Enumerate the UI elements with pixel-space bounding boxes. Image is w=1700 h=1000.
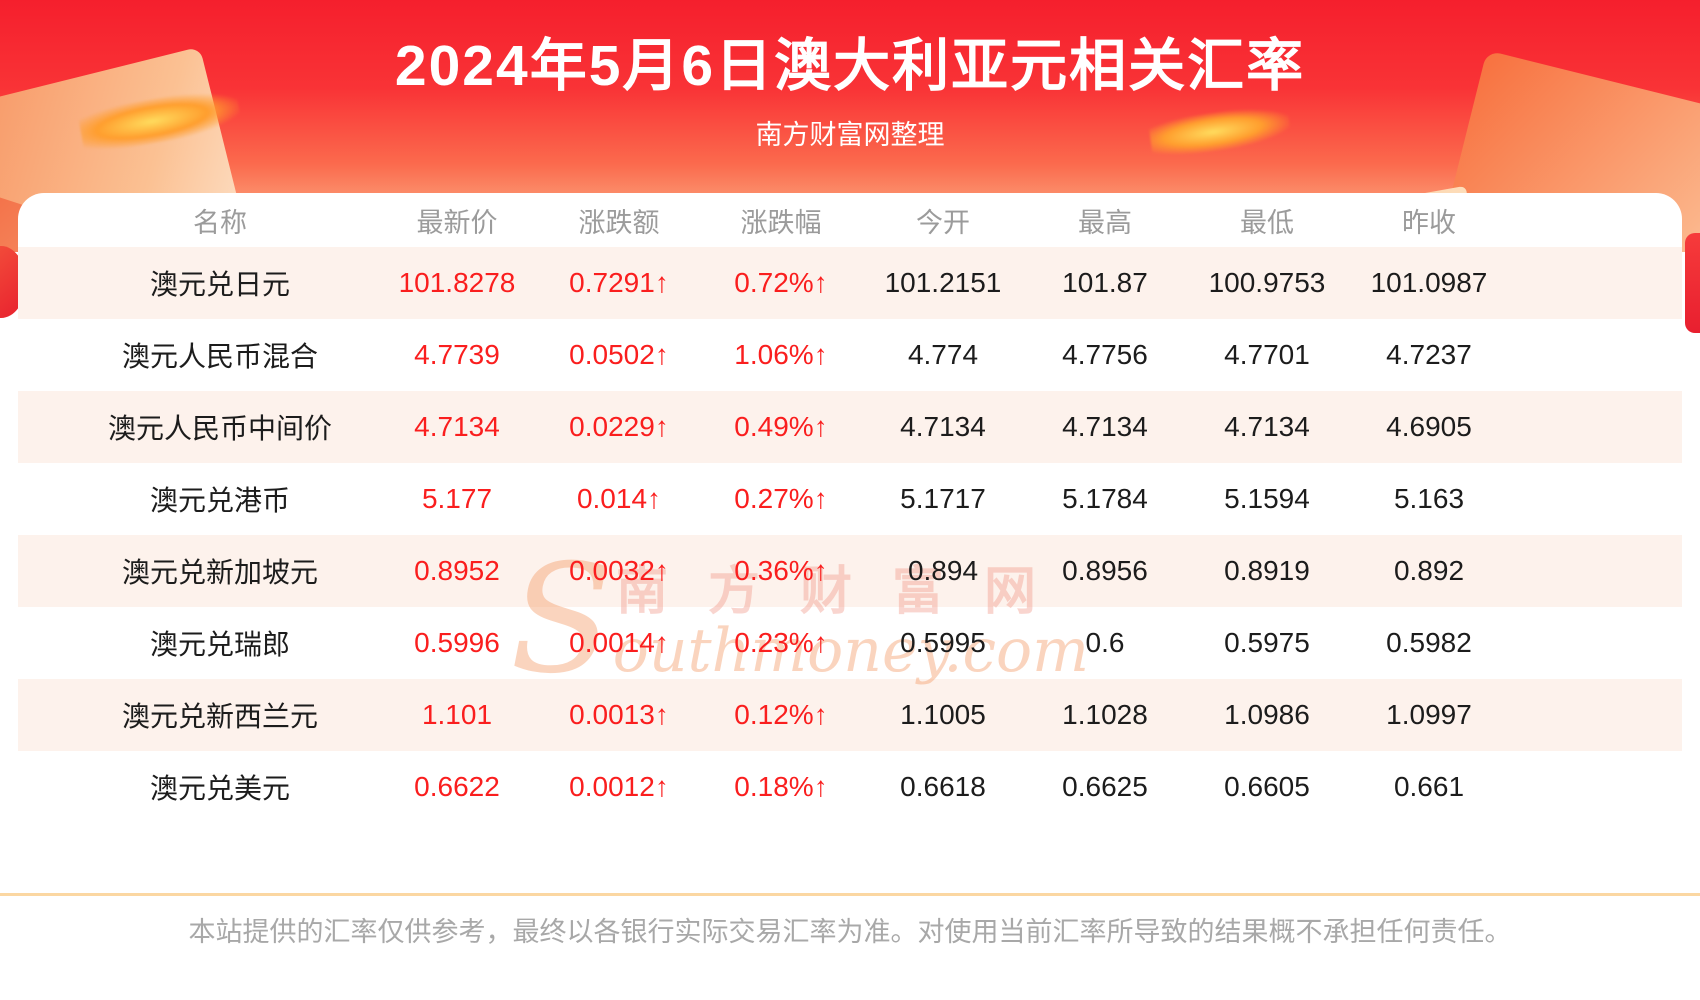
cell-open: 4.774 <box>907 339 979 370</box>
page-subtitle: 南方财富网整理 <box>755 120 945 150</box>
table-row: 澳元人民币混合 4.7739 0.0502↑ 1.06%↑ 4.774 4.77… <box>18 319 1682 391</box>
cell-open: 101.2151 <box>884 267 1002 298</box>
cell-latest: 4.7134 <box>414 411 500 442</box>
cell-change: 0.0229↑ <box>569 411 669 442</box>
cell-prev-close: 0.5982 <box>1386 627 1472 658</box>
table-header-row: 名称 最新价 涨跌额 涨跌幅 今开 最高 最低 昨收 <box>18 193 1682 247</box>
col-header-name: 名称 <box>193 207 247 238</box>
cell-change-pct: 0.12%↑ <box>734 699 828 730</box>
cell-low: 1.0986 <box>1224 699 1310 730</box>
cell-change: 0.0014↑ <box>569 627 669 658</box>
cell-latest: 1.101 <box>421 699 493 730</box>
cell-change-pct: 0.27%↑ <box>734 483 828 514</box>
rates-table-card: Southmoney.com 南方财富网 名称 最新价 涨跌额 涨跌幅 今开 最… <box>18 193 1682 823</box>
cell-pair-name: 澳元人民币混合 <box>121 341 318 372</box>
cell-spacer <box>1510 607 1682 679</box>
col-header-open: 今开 <box>916 207 970 238</box>
cell-pair-name: 澳元兑美元 <box>149 773 290 804</box>
cell-spacer <box>1510 247 1682 319</box>
cell-prev-close: 4.6905 <box>1386 411 1472 442</box>
col-header-prev-close: 昨收 <box>1402 207 1456 238</box>
cell-open: 0.5995 <box>900 627 986 658</box>
table-row: 澳元兑瑞郎 0.5996 0.0014↑ 0.23%↑ 0.5995 0.6 0… <box>18 607 1682 679</box>
cell-change-pct: 0.72%↑ <box>734 267 828 298</box>
cell-high: 1.1028 <box>1062 699 1148 730</box>
cell-change-pct: 0.49%↑ <box>734 411 828 442</box>
cell-low: 5.1594 <box>1224 483 1310 514</box>
cell-change: 0.0013↑ <box>569 699 669 730</box>
cell-prev-close: 0.661 <box>1393 771 1465 802</box>
cell-open: 4.7134 <box>900 411 986 442</box>
cell-spacer <box>1510 535 1682 607</box>
cell-spacer <box>1510 391 1682 463</box>
cell-change: 0.7291↑ <box>569 267 669 298</box>
cell-high: 0.8956 <box>1062 555 1148 586</box>
cell-spacer <box>1510 319 1682 391</box>
cell-low: 4.7134 <box>1224 411 1310 442</box>
rates-table: 名称 最新价 涨跌额 涨跌幅 今开 最高 最低 昨收 澳元兑日元 101.827… <box>18 193 1682 823</box>
cell-open: 5.1717 <box>900 483 986 514</box>
col-header-latest: 最新价 <box>416 207 498 238</box>
cell-pair-name: 澳元兑新加坡元 <box>121 557 318 588</box>
cell-spacer <box>1510 751 1682 823</box>
cell-prev-close: 101.0987 <box>1370 267 1488 298</box>
cell-pair-name: 澳元兑瑞郎 <box>149 629 290 660</box>
cell-spacer <box>1510 463 1682 535</box>
footer-divider <box>0 893 1700 896</box>
decor-ribbon-right-icon <box>1685 233 1700 333</box>
table-row: 澳元兑美元 0.6622 0.0012↑ 0.18%↑ 0.6618 0.662… <box>18 751 1682 823</box>
col-header-low: 最低 <box>1240 207 1294 238</box>
cell-low: 4.7701 <box>1224 339 1310 370</box>
page-title: 2024年5月6日澳大利亚元相关汇率 <box>394 34 1306 98</box>
table-row: 澳元兑港币 5.177 0.014↑ 0.27%↑ 5.1717 5.1784 … <box>18 463 1682 535</box>
cell-latest: 5.177 <box>421 483 493 514</box>
cell-change-pct: 0.36%↑ <box>734 555 828 586</box>
disclaimer-text: 本站提供的汇率仅供参考，最终以各银行实际交易汇率为准。对使用当前汇率所导致的结果… <box>188 917 1512 947</box>
col-header-high: 最高 <box>1078 207 1132 238</box>
cell-open: 1.1005 <box>900 699 986 730</box>
cell-open: 0.894 <box>907 555 979 586</box>
cell-high: 0.6 <box>1085 627 1125 658</box>
cell-latest: 0.6622 <box>414 771 500 802</box>
cell-spacer <box>1510 679 1682 751</box>
cell-prev-close: 5.163 <box>1393 483 1465 514</box>
cell-open: 0.6618 <box>900 771 986 802</box>
cell-pair-name: 澳元兑新西兰元 <box>121 701 318 732</box>
col-header-spacer <box>1510 193 1682 247</box>
cell-change-pct: 0.18%↑ <box>734 771 828 802</box>
cell-pair-name: 澳元兑港币 <box>149 485 290 516</box>
cell-low: 0.6605 <box>1224 771 1310 802</box>
cell-prev-close: 1.0997 <box>1386 699 1472 730</box>
cell-high: 4.7756 <box>1062 339 1148 370</box>
cell-prev-close: 4.7237 <box>1386 339 1472 370</box>
cell-latest: 101.8278 <box>398 267 516 298</box>
cell-change: 0.0012↑ <box>569 771 669 802</box>
cell-change: 0.0502↑ <box>569 339 669 370</box>
cell-change-pct: 1.06%↑ <box>734 339 828 370</box>
table-row: 澳元兑新西兰元 1.101 0.0013↑ 0.12%↑ 1.1005 1.10… <box>18 679 1682 751</box>
cell-high: 5.1784 <box>1062 483 1148 514</box>
cell-high: 101.87 <box>1062 267 1148 298</box>
cell-change: 0.0032↑ <box>569 555 669 586</box>
cell-low: 0.8919 <box>1224 555 1310 586</box>
cell-change-pct: 0.23%↑ <box>734 627 828 658</box>
cell-prev-close: 0.892 <box>1393 555 1465 586</box>
table-row: 澳元人民币中间价 4.7134 0.0229↑ 0.49%↑ 4.7134 4.… <box>18 391 1682 463</box>
cell-latest: 0.5996 <box>414 627 500 658</box>
cell-latest: 4.7739 <box>414 339 500 370</box>
cell-high: 4.7134 <box>1062 411 1148 442</box>
cell-change: 0.014↑ <box>576 483 662 514</box>
cell-low: 100.9753 <box>1208 267 1326 298</box>
table-row: 澳元兑日元 101.8278 0.7291↑ 0.72%↑ 101.2151 1… <box>18 247 1682 319</box>
col-header-change-pct: 涨跌幅 <box>740 207 822 238</box>
cell-pair-name: 澳元兑日元 <box>149 269 290 300</box>
col-header-change: 涨跌额 <box>578 207 660 238</box>
table-row: 澳元兑新加坡元 0.8952 0.0032↑ 0.36%↑ 0.894 0.89… <box>18 535 1682 607</box>
cell-high: 0.6625 <box>1062 771 1148 802</box>
cell-low: 0.5975 <box>1224 627 1310 658</box>
cell-pair-name: 澳元人民币中间价 <box>107 413 332 444</box>
cell-latest: 0.8952 <box>414 555 500 586</box>
